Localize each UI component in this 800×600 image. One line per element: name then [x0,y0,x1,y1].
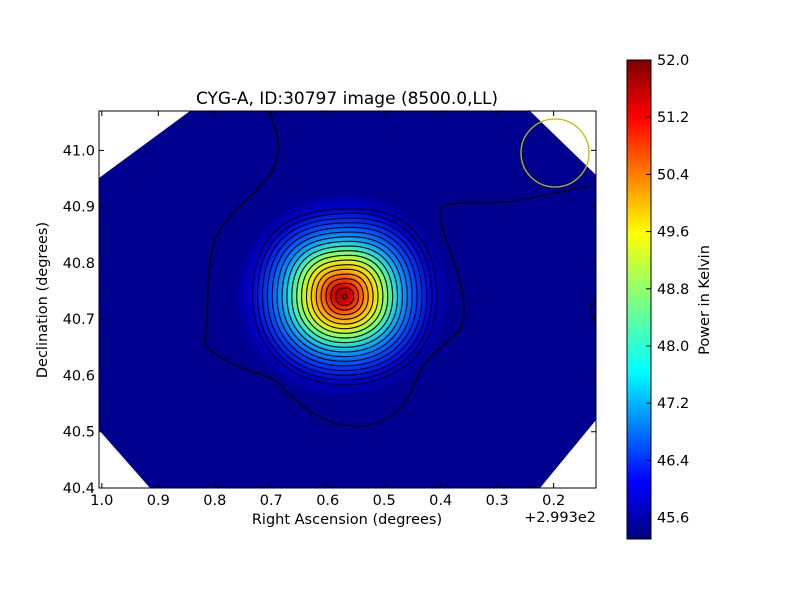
y-tick-label: 40.7 [63,312,95,328]
contour-ring [286,240,404,353]
colorbar: 45.6 46.4 47.2 48.0 48.8 49.6 50.4 51.2 52.0 Pow… [626,53,713,540]
x-tick-label: 0.8 [203,493,226,509]
contour-ring [276,231,413,362]
contour-ring [325,278,364,316]
contour-ring [320,273,369,320]
colorbar-tick-label: 48.0 [657,339,689,355]
contour-ring [261,217,428,376]
y-axis-label: Declination (degrees) [35,222,51,378]
x-axis-label: Right Ascension (degrees) [252,512,442,528]
y-tick-label: 40.9 [63,200,95,216]
beam-circle [520,118,590,188]
x-tick-label: 0.9 [147,493,170,509]
contour-lines [252,208,438,386]
y-tick-label: 40.5 [63,425,95,441]
contour-ring [296,250,394,344]
contour-ring [330,282,360,311]
x-tick-label: 0.7 [260,493,283,509]
x-axis-offset-label: +2.993e2 [524,510,596,526]
y-axis-ticks: 40.4 40.5 40.6 40.7 40.8 40.9 41.0 [63,143,596,497]
x-tick-label: 0.3 [486,493,509,509]
x-tick-label: 0.5 [373,493,396,509]
colorbar-tick-label: 51.2 [657,110,689,126]
contour-ring [281,236,408,358]
source-emission [232,190,452,400]
plot-frame [98,110,597,489]
colorbar-tick-label: 47.2 [657,396,689,412]
contour-ring [310,264,379,330]
y-tick-label: 40.4 [63,481,95,497]
x-tick-label: 0.2 [542,493,565,509]
x-axis-ticks: 1.0 0.9 0.8 0.7 0.6 0.5 0.4 0.3 0.2 [90,111,565,509]
colorbar-ticks: 45.6 46.4 47.2 48.0 48.8 49.6 50.4 51.2 52.0 [646,53,689,527]
colorbar-tick-label: 46.4 [657,453,689,469]
colorbar-tick-label: 45.6 [657,511,689,527]
x-tick-label: 0.6 [316,493,339,509]
colorbar-scale [626,59,652,540]
colorbar-tick-label: 50.4 [657,167,689,183]
x-tick-label: 0.4 [429,493,452,509]
contour-ring [257,212,433,381]
contour-ring [291,245,399,348]
colorbar-tick-label: 48.8 [657,282,689,298]
contour-ring [301,254,389,339]
colorbar-tick-label: 49.6 [657,225,689,241]
contour-ring [266,222,423,372]
contour-ring [335,287,355,306]
colorbar-label: Power in Kelvin [697,245,713,355]
contour-ring [271,226,418,367]
outer-contour [204,111,596,427]
peak-marker [341,293,348,300]
colorbar-tick-label: 52.0 [657,53,689,69]
plot-area: 1.0 0.9 0.8 0.7 0.6 0.5 0.4 0.3 0.2 40.4 40.5 40.6… [63,110,597,509]
contour-ring [252,208,438,386]
y-tick-label: 40.6 [63,368,95,384]
contour-ring [305,259,384,334]
y-tick-label: 40.8 [63,256,95,272]
contour-ring [315,268,374,325]
x-tick-label: 1.0 [90,493,113,509]
chart-title: CYG-A, ID:30797 image (8500.0,LL) [196,89,498,109]
y-tick-label: 41.0 [63,143,95,159]
